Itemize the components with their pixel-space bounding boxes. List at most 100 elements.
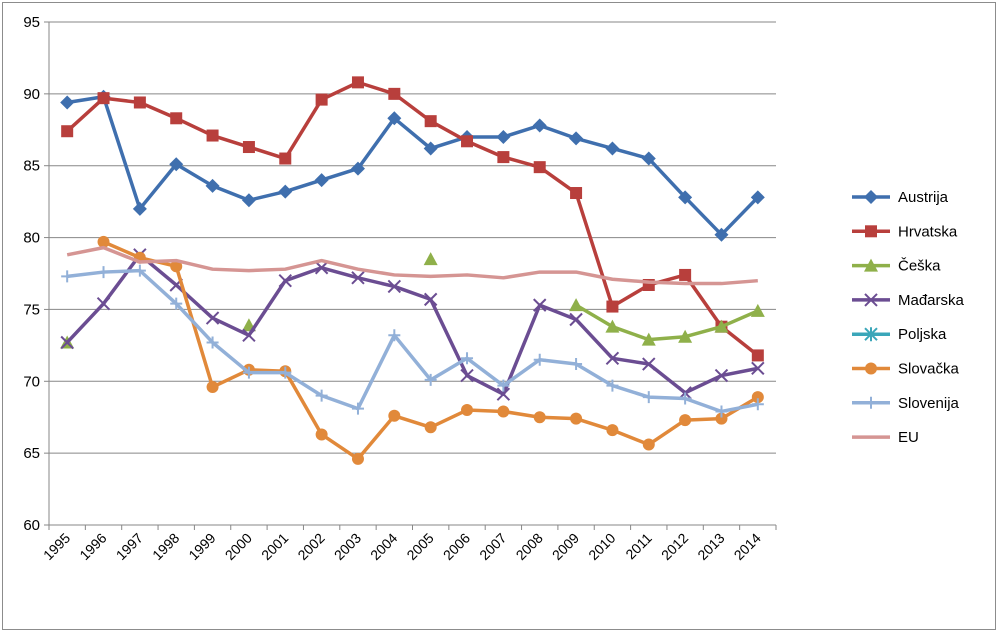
data-point <box>97 92 110 105</box>
data-point <box>751 398 764 411</box>
x-tick-label: 2013 <box>694 530 727 563</box>
x-tick-label: 1996 <box>76 530 109 563</box>
data-point <box>497 405 510 418</box>
data-point <box>605 351 620 365</box>
series-line <box>66 94 760 237</box>
x-tick-label: 2011 <box>622 530 655 563</box>
legend-marker <box>864 293 878 307</box>
data-point <box>496 129 511 144</box>
data-point <box>97 235 110 248</box>
y-tick-label: 80 <box>23 230 40 247</box>
data-point <box>315 389 328 402</box>
y-tick-label: 75 <box>23 301 40 318</box>
x-tick-label: 2003 <box>331 530 364 563</box>
data-point <box>605 319 620 333</box>
series-eu <box>66 245 758 286</box>
legend-label: Češka <box>898 258 941 275</box>
data-point <box>133 96 146 109</box>
data-point <box>60 95 75 110</box>
data-point <box>314 173 329 188</box>
data-point <box>642 438 655 451</box>
data-point <box>569 312 583 327</box>
data-point <box>679 392 692 405</box>
data-point <box>388 329 401 342</box>
data-point <box>242 141 255 154</box>
series-češka <box>60 252 765 349</box>
data-point <box>569 298 584 312</box>
data-point <box>206 381 219 394</box>
data-point <box>423 252 438 266</box>
data-point <box>679 414 692 427</box>
data-point <box>605 141 620 156</box>
data-point <box>278 273 292 288</box>
data-point <box>569 131 584 146</box>
y-tick-label: 60 <box>23 517 40 534</box>
x-tick-label: 2005 <box>403 530 436 563</box>
data-point <box>715 412 728 425</box>
data-point <box>424 115 437 128</box>
data-point <box>423 141 438 156</box>
data-point <box>132 201 147 216</box>
data-point <box>206 129 219 142</box>
data-point <box>205 311 220 325</box>
data-point <box>461 352 474 365</box>
gridlines <box>49 21 776 454</box>
y-tick-label: 95 <box>23 14 40 31</box>
data-point <box>170 260 183 273</box>
data-point <box>279 366 292 379</box>
data-point <box>642 357 656 371</box>
x-tick-label: 2010 <box>585 530 618 563</box>
axes <box>44 21 777 530</box>
series-slovačka <box>97 235 764 465</box>
series-line <box>575 303 759 342</box>
x-tick-label: 2014 <box>731 530 764 563</box>
legend-label: Slovačka <box>898 361 960 378</box>
data-point <box>350 161 365 176</box>
y-tick-label: 90 <box>23 86 40 103</box>
series-slovenija <box>61 264 764 418</box>
legend-item: Slovenija <box>852 395 960 412</box>
x-tick-label: 2004 <box>367 530 400 563</box>
data-point <box>461 135 474 148</box>
x-tick-label: 1995 <box>40 530 73 563</box>
data-point <box>388 87 401 100</box>
data-point <box>715 405 728 418</box>
legend-item: EU <box>852 429 919 446</box>
legend-label: Poljska <box>898 326 947 343</box>
x-tick-label: 2006 <box>440 530 473 563</box>
data-point <box>714 319 729 333</box>
x-tick-label: 1999 <box>185 530 218 563</box>
x-tick-label: 2002 <box>294 530 327 563</box>
data-point <box>278 184 293 199</box>
data-point <box>751 349 764 362</box>
data-point <box>170 112 183 125</box>
data-point <box>423 292 438 307</box>
data-point <box>496 387 511 401</box>
data-point <box>241 193 256 208</box>
data-point <box>497 379 510 392</box>
x-tick-label: 2000 <box>222 530 255 563</box>
data-point <box>497 151 510 164</box>
legend-marker <box>865 362 877 375</box>
legend: Austrija Hrvatska Češka Mađarska Poljska Slov… <box>852 189 965 446</box>
legend-item: Austrija <box>852 189 949 206</box>
data-point <box>714 368 729 383</box>
data-point <box>641 332 656 346</box>
legend-marker <box>864 190 878 204</box>
data-point <box>133 264 146 277</box>
data-point <box>714 227 729 242</box>
series-austrija <box>60 89 765 242</box>
y-axis-ticks: 60 65 70 75 80 85 90 95 <box>23 14 40 534</box>
data-point <box>678 329 693 343</box>
data-point <box>96 296 111 311</box>
x-tick-label: 2009 <box>549 530 582 563</box>
data-point <box>387 111 402 126</box>
legend-item: Hrvatska <box>852 223 958 240</box>
data-point <box>61 270 74 283</box>
x-tick-label: 2001 <box>258 530 291 563</box>
data-point <box>642 391 655 404</box>
x-tick-label: 2012 <box>658 530 691 563</box>
data-point <box>169 157 184 172</box>
legend-marker <box>865 225 877 238</box>
data-point <box>678 190 693 205</box>
